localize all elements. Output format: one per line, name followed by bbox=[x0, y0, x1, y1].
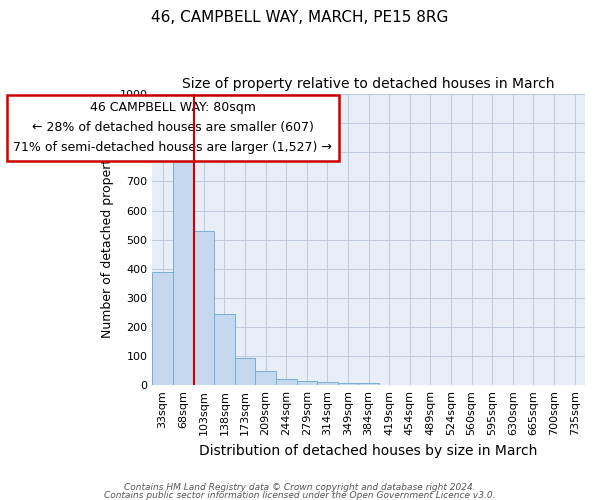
Bar bbox=[338, 383, 358, 385]
Text: 46, CAMPBELL WAY, MARCH, PE15 8RG: 46, CAMPBELL WAY, MARCH, PE15 8RG bbox=[151, 10, 449, 25]
Text: Contains HM Land Registry data © Crown copyright and database right 2024.: Contains HM Land Registry data © Crown c… bbox=[124, 484, 476, 492]
X-axis label: Distribution of detached houses by size in March: Distribution of detached houses by size … bbox=[199, 444, 538, 458]
Bar bbox=[173, 145, 194, 385]
Bar bbox=[256, 370, 276, 385]
Bar bbox=[235, 358, 256, 385]
Bar bbox=[358, 383, 379, 385]
Y-axis label: Number of detached properties: Number of detached properties bbox=[101, 141, 114, 338]
Bar bbox=[152, 272, 173, 385]
Bar bbox=[214, 314, 235, 385]
Bar bbox=[194, 231, 214, 385]
Text: 46 CAMPBELL WAY: 80sqm
← 28% of detached houses are smaller (607)
71% of semi-de: 46 CAMPBELL WAY: 80sqm ← 28% of detached… bbox=[13, 102, 332, 154]
Text: Contains public sector information licensed under the Open Government Licence v3: Contains public sector information licen… bbox=[104, 490, 496, 500]
Bar bbox=[276, 380, 296, 385]
Title: Size of property relative to detached houses in March: Size of property relative to detached ho… bbox=[182, 78, 555, 92]
Bar bbox=[296, 381, 317, 385]
Bar bbox=[317, 382, 338, 385]
